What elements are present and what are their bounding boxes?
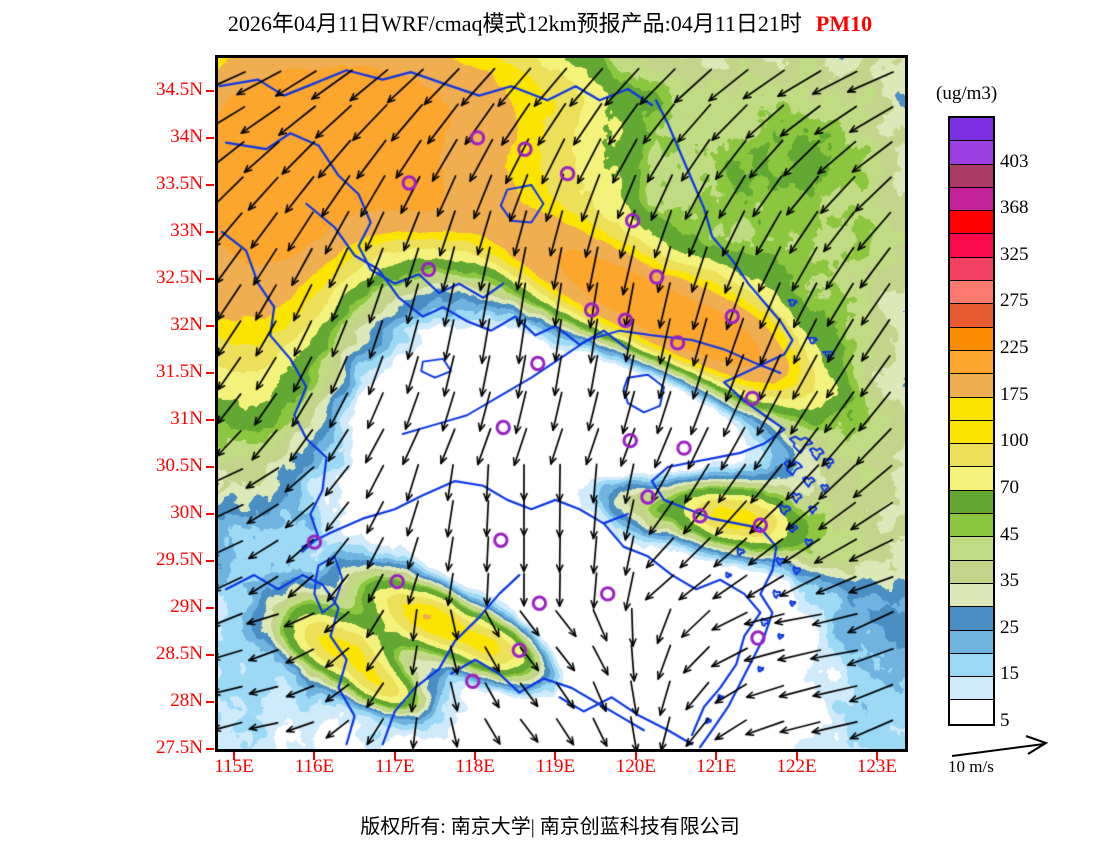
colorbar-band [950,560,993,584]
lon-tick-label: 115E [214,756,254,777]
colorbar-band [950,327,993,351]
colorbar-band [950,141,993,165]
lat-tick-mark [206,512,214,515]
colorbar-band [950,537,993,561]
title-main-text: 2026年04月11日WRF/cmaq模式12km预报产品:04月11日21时 [227,11,802,36]
forecast-map[interactable] [215,55,908,752]
lon-tick-label: 119E [535,756,576,777]
lon-tick-label: 117E [375,756,415,777]
colorbar-band [950,234,993,258]
lat-tick-label: 34.5N [156,78,203,100]
colorbar-band [950,211,993,235]
lon-tick-mark [393,752,396,760]
lon-tick-mark [634,752,637,760]
lon-tick-mark [233,752,236,760]
lat-tick-mark [206,183,214,186]
lat-tick-mark [206,653,214,656]
lon-tick-label: 121E [696,756,737,777]
colorbar-band [950,700,993,724]
colorbar-band [950,607,993,631]
lat-tick-mark [206,89,214,92]
lat-tick-label: 33.5N [156,172,203,194]
colorbar-value-label: 35 [1000,570,1019,592]
lat-tick-label: 29.5N [156,548,203,570]
colorbar-band [950,583,993,608]
colorbar-value-label: 25 [1000,616,1019,638]
colorbar-band [950,187,993,212]
colorbar-value-label: 70 [1000,476,1019,498]
lat-tick-label: 30.5N [156,454,203,476]
map-contour-canvas [218,58,905,749]
lat-tick-mark [206,371,214,374]
colorbar-value-label: 275 [1000,290,1029,312]
lat-tick-mark [206,559,214,562]
lon-tick-mark [795,752,798,760]
lat-tick-mark [206,748,214,750]
colorbar-value-label: 45 [1000,523,1019,545]
colorbar-band [950,164,993,188]
colorbar-band [950,444,993,468]
lat-tick-label: 27.5N [156,737,203,758]
colorbar-value-label: 225 [1000,337,1029,359]
colorbar-band [950,420,993,445]
lat-tick-mark [206,700,214,703]
colorbar-band [950,257,993,282]
colorbar-band [950,490,993,515]
lon-tick-mark [474,752,477,760]
colorbar-value-label: 15 [1000,663,1019,685]
colorbar-value-label: 5 [1000,710,1010,731]
wind-scale-arrow-icon [951,735,1049,757]
colorbar-band [950,397,993,421]
lat-tick-mark [206,418,214,421]
lon-tick-label: 116E [294,756,335,777]
title-species-label: PM10 [815,11,873,36]
lon-tick-mark [313,752,316,760]
lat-tick-mark [206,465,214,468]
colorbar-unit-label: (ug/m3) [936,83,998,104]
colorbar-band [950,281,993,305]
colorbar-band [950,630,993,654]
colorbar-band [950,653,993,678]
lon-tick-mark [554,752,557,760]
lat-tick-label: 31.5N [156,360,203,382]
lat-tick-mark [206,277,214,280]
lat-tick-label: 31N [170,407,203,429]
colorbar-value-label: 368 [1000,197,1029,219]
lon-tick-mark [875,752,878,760]
lon-tick-label: 118E [455,756,495,777]
colorbar-band [950,677,993,701]
colorbar-band [950,467,993,491]
colorbar-value-label: 100 [1000,430,1029,452]
lat-tick-label: 28.5N [156,642,203,664]
colorbar-band [950,350,993,375]
colorbar-band [950,118,993,142]
lat-tick-mark [206,606,214,609]
lat-tick-label: 33N [170,219,203,241]
colorbar-value-label: 175 [1000,383,1029,405]
lon-tick-label: 122E [776,756,817,777]
colorbar-value-label: 403 [1000,150,1029,172]
lat-tick-label: 32N [170,313,203,335]
colorbar-band [950,514,993,538]
colorbar-value-label: 325 [1000,243,1029,265]
lat-tick-mark [206,324,214,327]
lat-tick-label: 28N [170,689,203,711]
colorbar-band [950,374,993,398]
wind-scale-label: 10 m/s [948,757,994,776]
lon-tick-label: 120E [615,756,656,777]
lat-tick-label: 29N [170,595,203,617]
lon-tick-mark [715,752,718,760]
copyright-footer: 版权所有: 南京大学| 南京创蓝科技有限公司 [360,816,740,838]
colorbar[interactable] [948,116,995,726]
lat-tick-label: 34N [170,125,203,147]
lat-tick-mark [206,136,214,139]
lat-tick-label: 32.5N [156,266,203,288]
colorbar-band [950,304,993,328]
lat-tick-mark [206,230,214,233]
lon-tick-label: 123E [856,756,897,777]
page-title: 2026年04月11日WRF/cmaq模式12km预报产品:04月11日21时 P… [0,6,1100,40]
lat-tick-label: 30N [170,501,203,523]
